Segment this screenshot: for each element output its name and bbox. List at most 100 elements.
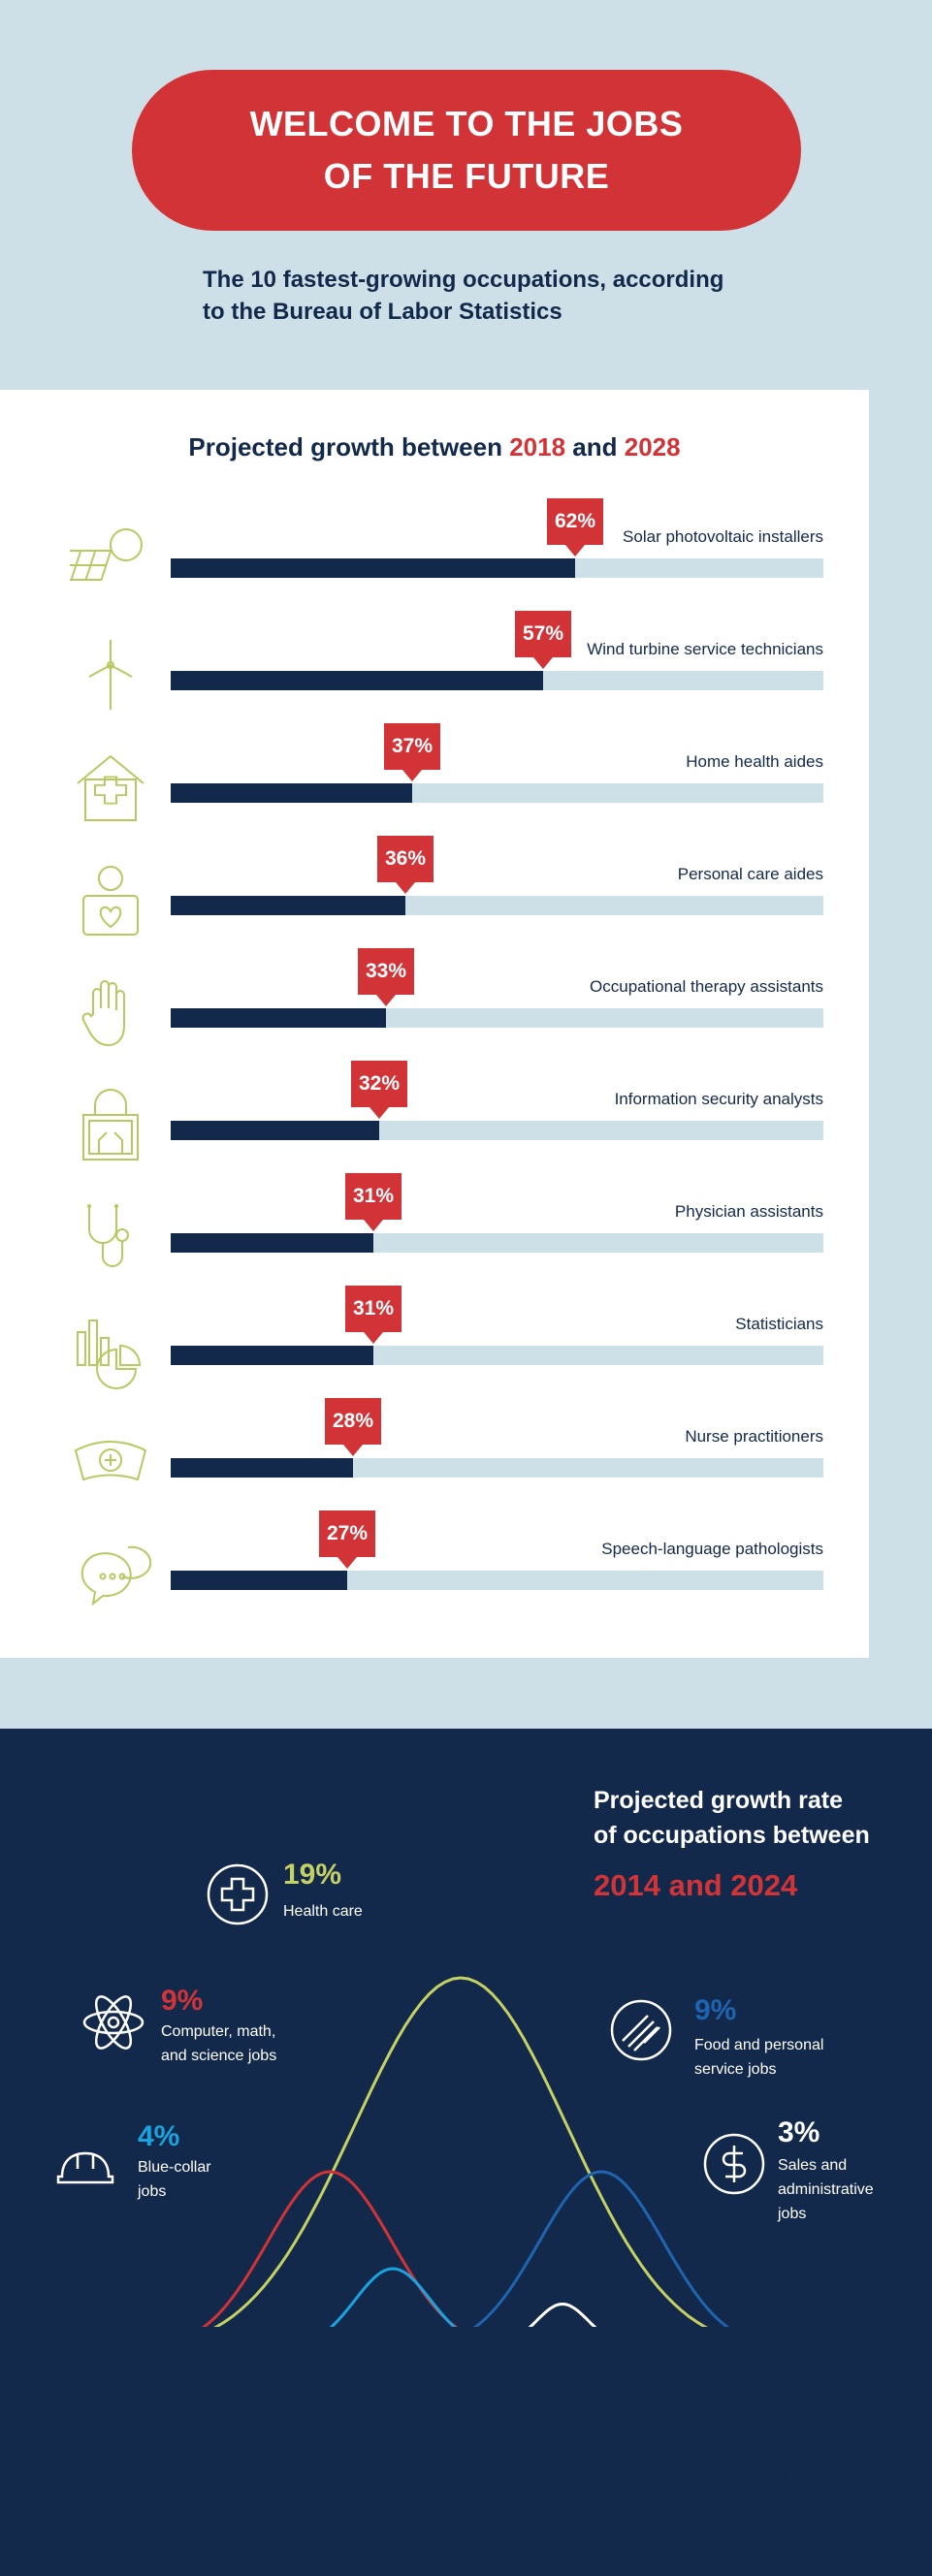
bar-fill	[171, 1008, 386, 1028]
fork-icon	[610, 1999, 672, 2061]
medical-cross-icon	[207, 1863, 269, 1925]
bar-chart-title: Projected growth between 2018 and 2028	[0, 432, 869, 462]
bar-track	[171, 1346, 823, 1365]
bar-label: Physician assistants	[674, 1202, 823, 1221]
sources: DELOITTE.COM BLS.GOV	[720, 2466, 844, 2515]
curve-chart-title-line1: Projected growth rate	[594, 1787, 843, 1814]
bar-value-badge: 31%	[345, 1173, 402, 1231]
subtitle-line2: to the Bureau of Labor Statistics	[203, 299, 562, 325]
category-label: Health care	[283, 1899, 363, 1924]
curve-medical-cross	[145, 1976, 777, 2348]
curve-fork	[416, 2170, 787, 2348]
hand-icon	[81, 980, 125, 1047]
bottom-wave-shape	[0, 2327, 932, 2472]
hero-title-banner: WELCOME TO THE JOBS OF THE FUTURE	[132, 70, 801, 231]
bar-row: 37% Home health aides	[0, 723, 869, 836]
source-deloitte: DELOITTE.COM	[720, 2469, 845, 2488]
category-label-line: jobs	[778, 2206, 807, 2222]
speech-bubbles-icon	[80, 1545, 151, 1606]
bar-track	[171, 671, 823, 690]
category-label-line: Blue-collar	[138, 2159, 211, 2176]
personal-care-icon	[82, 866, 139, 936]
nurse-cap-icon	[74, 1441, 147, 1481]
bar-chart-title-prefix: Projected growth between	[188, 432, 502, 461]
bar-row: 28% Nurse practitioners	[0, 1398, 869, 1511]
hard-hat-icon	[56, 2151, 114, 2184]
bar-value-badge: 62%	[547, 498, 603, 557]
growth-rate-section: Projected growth rate of occupations bet…	[0, 1729, 932, 2576]
category-label-line: Sales and	[778, 2157, 848, 2174]
category-label: Blue-collar jobs	[138, 2155, 211, 2204]
bar-label: Occupational therapy assistants	[590, 977, 823, 996]
bar-track	[171, 1121, 823, 1140]
curve-chart-title-years: 2014 and 2024	[594, 1868, 798, 1902]
category-label-line: Health care	[283, 1903, 363, 1920]
bar-track	[171, 783, 823, 803]
bar-track	[171, 1458, 823, 1478]
curve-chart-title: Projected growth rate of occupations bet…	[594, 1783, 870, 1907]
category-label-line: service jobs	[694, 2061, 777, 2078]
hero-title-line1: WELCOME TO THE JOBS	[249, 104, 684, 143]
bar-chart-title-year2: 2028	[624, 432, 681, 461]
bar-row: 62% Solar photovoltaic installers	[0, 498, 869, 611]
category-label-line: jobs	[138, 2183, 167, 2200]
bar-label: Nurse practitioners	[685, 1427, 823, 1446]
bar-label: Personal care aides	[677, 865, 823, 883]
bar-value-badge: 32%	[351, 1061, 407, 1119]
category-label-line: Food and personal	[694, 2037, 824, 2053]
bar-fill	[171, 1571, 347, 1590]
bar-row: 32% Information security analysts	[0, 1061, 869, 1173]
bar-value-badge: 57%	[515, 611, 571, 669]
bar-track	[171, 1233, 823, 1253]
bar-fill	[171, 783, 412, 803]
subtitle-line1: The 10 fastest-growing occupations, acco…	[203, 267, 724, 293]
bar-row: 27% Speech-language pathologists	[0, 1511, 869, 1623]
bar-fill	[171, 1458, 353, 1478]
bar-label: Solar photovoltaic installers	[623, 527, 823, 546]
bar-fill	[171, 896, 405, 915]
category-value: 19%	[283, 1859, 342, 1891]
bar-fill	[171, 1121, 379, 1140]
bar-label: Speech-language pathologists	[601, 1540, 823, 1558]
category-label: Sales and administrative jobs	[778, 2153, 874, 2226]
growth-bar-chart-card: Projected growth between 2018 and 2028 6…	[0, 390, 869, 1658]
bar-track	[171, 1008, 823, 1028]
home-health-icon	[77, 754, 145, 821]
category-value: 4%	[138, 2120, 180, 2152]
bar-label: Wind turbine service technicians	[587, 640, 823, 658]
bar-value-badge: 36%	[377, 836, 434, 894]
bar-value-badge: 37%	[384, 723, 440, 781]
bar-chart-title-year1: 2018	[509, 432, 566, 461]
atom-icon	[82, 1995, 145, 2050]
bar-value-badge: 33%	[358, 948, 414, 1006]
bar-fill	[171, 1346, 373, 1365]
category-label-line: administrative	[778, 2181, 874, 2198]
bar-row: 31% Physician assistants	[0, 1173, 869, 1286]
solar-panel-icon	[70, 528, 143, 581]
category-value: 9%	[161, 1985, 204, 2017]
bar-row: 57% Wind turbine service technicians	[0, 611, 869, 723]
category-label-line: Computer, math,	[161, 2023, 276, 2040]
bar-fill	[171, 671, 543, 690]
statistics-chart-icon	[77, 1320, 142, 1389]
bar-row: 36% Personal care aides	[0, 836, 869, 948]
bar-label: Statisticians	[735, 1315, 823, 1333]
bar-track	[171, 896, 823, 915]
wind-turbine-icon	[88, 640, 133, 710]
source-bls: BLS.GOV	[720, 2494, 794, 2512]
bar-value-badge: 31%	[345, 1286, 402, 1344]
hero-title-line2: OF THE FUTURE	[323, 156, 610, 196]
page-subtitle: The 10 fastest-growing occupations, acco…	[203, 264, 804, 328]
category-label-line: and science jobs	[161, 2048, 277, 2064]
category-label: Food and personal service jobs	[694, 2033, 823, 2082]
dollar-sign-icon	[703, 2133, 765, 2195]
padlock-icon	[82, 1089, 139, 1161]
bar-track	[171, 558, 823, 578]
bar-fill	[171, 1233, 373, 1253]
bar-value-badge: 27%	[319, 1511, 375, 1569]
bar-row: 33% Occupational therapy assistants	[0, 948, 869, 1061]
bar-value-badge: 28%	[325, 1398, 381, 1456]
bar-fill	[171, 558, 575, 578]
curve-chart-title-line2: of occupations between	[594, 1822, 870, 1849]
bar-label: Home health aides	[686, 752, 823, 771]
